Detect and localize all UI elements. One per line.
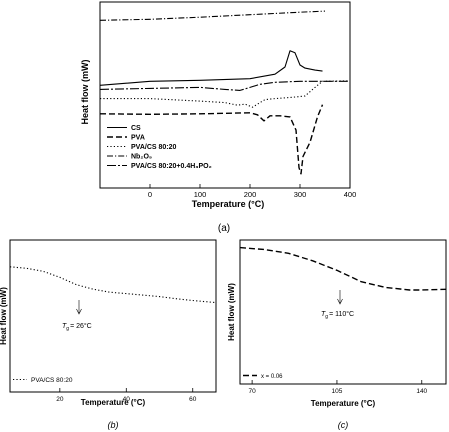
panel-b-tg-arrowhead (76, 308, 82, 315)
panel-c-x-tick-label: 140 (416, 388, 427, 395)
panel-c-series-line-1 (239, 246, 447, 291)
panel-b-series (9, 266, 217, 304)
panel-b-x-axis-label: Temperature (°C) (81, 398, 146, 407)
panel-b-y-axis-label: Heat flow (mW) (0, 287, 8, 345)
panel-a-x-tick-label: 0 (148, 190, 152, 199)
panel-c-y-axis-label: Heat flow (mW) (227, 283, 236, 341)
panel-c-tg-text: Tg= 110°C (321, 310, 354, 320)
panel-a-legend-label: CS (131, 125, 141, 132)
panel-a-x-tick-label: 200 (244, 190, 257, 199)
panel-a-x-ticks: 0 100 200 300 400 (148, 184, 356, 199)
panel-b-frame (9, 239, 217, 393)
panel-c-tg-arrowhead (337, 298, 343, 305)
panel-b-series-line-1 (9, 266, 217, 304)
panel-b-x-tick-label: 20 (56, 396, 64, 403)
panel-a-frame (99, 1, 351, 189)
panel-c-legend-label: x = 0.06 (261, 374, 283, 380)
panel-a-legend-label: PVA (131, 135, 145, 142)
panel-b-x-tick-label: 60 (189, 396, 197, 403)
panel-b-x-tick-label: 40 (123, 396, 131, 403)
panel-a-legend-label: PVA/CS 80:20 (131, 144, 176, 151)
panel-a-x-tick-label: 300 (294, 190, 307, 199)
panel-c-legend: x = 0.06 (243, 374, 283, 380)
panel-c-x-axis-label: Temperature (°C) (311, 399, 376, 408)
panel-b-x-ticks: 20 40 60 (56, 388, 197, 403)
panel-a-y-axis-label: Heat flow (mW) (80, 60, 90, 125)
panel-a-label: (a) (218, 223, 230, 234)
panel-a-series-line-5 (99, 80, 350, 91)
panel-a: 0 100 200 300 400 CS PVA PVA/CS 80:20 Nb₂O₅ PVA/… (80, 1, 356, 234)
panel-a-x-tick-label: 100 (194, 190, 207, 199)
panel-a-series-line-4 (99, 10, 326, 21)
panel-c: 70 105 140 x = 0.06 Tg= 110°C Temperature … (227, 239, 447, 430)
panel-a-series-line-1 (99, 50, 323, 86)
panel-a-legend-label: Nb₂O₅ (131, 154, 152, 161)
panel-b-tg-text: Tg= 26°C (62, 322, 92, 332)
panel-b: 20 40 60 PVA/CS 80:20 Tg= 26°C Temperature… (0, 239, 217, 430)
panel-c-x-ticks: 70 105 140 (249, 380, 428, 395)
panel-a-series-line-3 (100, 80, 351, 108)
panel-b-label: (b) (108, 420, 119, 430)
panel-c-label: (c) (338, 420, 349, 430)
panel-c-x-tick-label: 70 (249, 388, 257, 395)
panel-c-series (239, 246, 447, 291)
panel-c-x-tick-label: 105 (332, 388, 343, 395)
panel-a-series (99, 10, 351, 175)
panel-a-legend-label: PVA/CS 80:20+0.4H₃PO₂ (131, 163, 212, 170)
panel-a-series-line-2 (99, 104, 324, 175)
panel-b-legend-label: PVA/CS 80:20 (31, 377, 73, 384)
panel-c-frame (239, 239, 447, 385)
panel-a-legend: CS PVA PVA/CS 80:20 Nb₂O₅ PVA/CS 80:20+0.4H₃… (107, 125, 212, 170)
panel-a-x-tick-label: 400 (344, 190, 357, 199)
panel-c-tg-annotation: Tg= 110°C (321, 290, 354, 320)
panel-a-x-axis-label: Temperature (°C) (192, 199, 264, 209)
panel-b-tg-annotation: Tg= 26°C (62, 300, 92, 332)
panel-b-legend: PVA/CS 80:20 (13, 377, 73, 384)
